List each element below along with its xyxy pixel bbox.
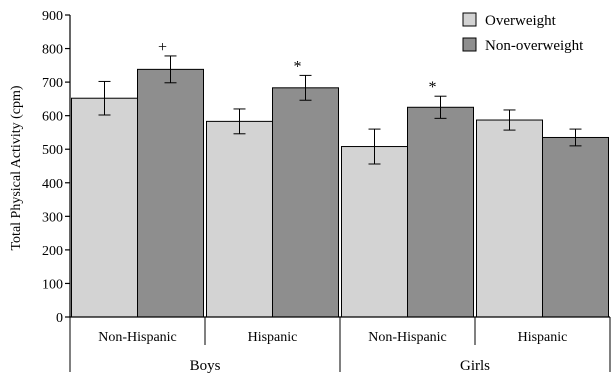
y-axis-title: Total Physical Activity (cpm) [9,85,24,250]
y-tick-label: 900 [42,9,63,24]
x-tick-label: Hispanic [248,330,298,345]
y-tick-label: 700 [42,76,63,91]
y-tick-label: 200 [42,244,63,259]
y-tick-label: 300 [42,210,63,225]
y-tick-label: 500 [42,143,63,158]
significance-marker: * [429,79,437,96]
legend-swatch [462,37,477,52]
group-label: Girls [460,358,490,374]
legend: Overweight Non-overweight [462,12,584,54]
x-tick-label: Hispanic [518,330,568,345]
y-tick-label: 600 [42,110,63,125]
x-axis: Non-Hispanic Hispanic Non-Hispanic Hispanic… [69,316,611,374]
significance-marker: + [158,39,167,56]
y-tick-label: 400 [42,177,63,192]
bar [407,106,474,318]
legend-label: Non-overweight [485,38,584,54]
legend-label: Overweight [485,13,557,29]
bar [542,136,609,318]
bars: + * * [71,39,609,318]
bar [341,146,408,318]
y-tick-label: 800 [42,43,63,58]
bar [476,119,543,318]
significance-marker: * [294,58,302,75]
y-tick-label: 100 [42,277,63,292]
bar [272,87,339,318]
x-tick-label: Non-Hispanic [368,330,447,345]
x-tick-label: Non-Hispanic [98,330,177,345]
y-tick-label: 0 [56,311,63,326]
group-label: Boys [190,358,221,374]
bar [71,97,138,318]
legend-swatch [462,12,477,27]
bar [137,68,204,318]
bar [206,120,273,318]
y-axis: 0 100 200 300 400 500 600 700 800 900 [42,9,71,326]
